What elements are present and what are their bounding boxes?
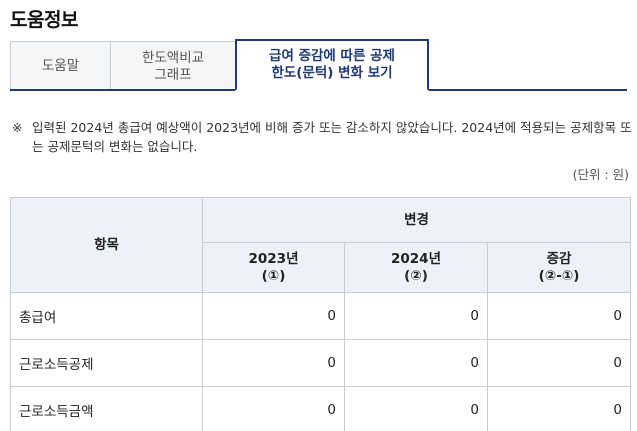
value-2024: 0 <box>344 339 488 387</box>
value-diff: 0 <box>486 386 632 431</box>
tab-deduction-threshold-change[interactable]: 급여 증감에 따른 공제 한도(문턱) 변화 보기 <box>235 39 429 91</box>
tab-help[interactable]: 도움말 <box>10 41 111 91</box>
header-change: 변경 <box>201 197 632 243</box>
header-diff-line1: 증감 <box>546 250 572 267</box>
header-2023-line1: 2023년 <box>248 250 299 267</box>
tab-help-label: 도움말 <box>41 58 80 74</box>
tab-deduction-threshold-label-line1: 급여 증감에 따른 공제 <box>269 48 395 64</box>
notice-mark: ※ <box>12 120 23 135</box>
header-2024-line2: (②) <box>404 267 428 284</box>
table-row: 총급여 0 0 0 <box>10 292 632 340</box>
unit-label: (단위 : 원) <box>572 167 629 182</box>
value-diff: 0 <box>486 292 632 340</box>
value-2024: 0 <box>344 386 488 431</box>
tab-limit-comparison-graph[interactable]: 한도액비교 그래프 <box>110 41 236 91</box>
table-row: 근로소득공제 0 0 0 <box>10 339 632 387</box>
header-diff-line2: (②-①) <box>538 267 580 284</box>
header-item: 항목 <box>10 197 203 293</box>
deduction-change-table: 항목 변경 2023년 (①) 2024년 (②) 증감 (②-①) <box>10 197 632 431</box>
tab-bar: 도움말 한도액비교 그래프 급여 증감에 따른 공제 한도(문턱) 변화 보기 <box>10 39 627 91</box>
page-title: 도움정보 <box>10 9 78 31</box>
value-2023: 0 <box>202 339 345 387</box>
row-label: 근로소득공제 <box>10 339 203 387</box>
header-2024: 2024년 (②) <box>344 242 488 293</box>
value-2024: 0 <box>344 292 488 340</box>
row-label: 총급여 <box>10 292 203 340</box>
tab-limit-comparison-label-line2: 그래프 <box>154 66 192 83</box>
header-2024-line1: 2024년 <box>391 250 441 267</box>
row-label: 근로소득금액 <box>10 386 203 431</box>
table-row: 근로소득금액 0 0 0 <box>10 386 632 431</box>
notice-body: 입력된 2024년 총급여 예상액이 2023년에 비해 증가 또는 감소하지 … <box>32 120 632 154</box>
tab-limit-comparison-label-line1: 한도액비교 <box>141 49 205 66</box>
notice-text: ※ 입력된 2024년 총급여 예상액이 2023년에 비해 증가 또는 감소하지… <box>12 118 632 156</box>
header-diff: 증감 (②-①) <box>486 242 632 293</box>
value-diff: 0 <box>486 339 632 387</box>
tab-deduction-threshold-label-line2: 한도(문턱) 변화 보기 <box>271 65 393 81</box>
value-2023: 0 <box>202 292 345 340</box>
header-2023: 2023년 (①) <box>202 242 345 293</box>
value-2023: 0 <box>202 386 345 431</box>
header-2023-line2: (①) <box>261 267 286 284</box>
